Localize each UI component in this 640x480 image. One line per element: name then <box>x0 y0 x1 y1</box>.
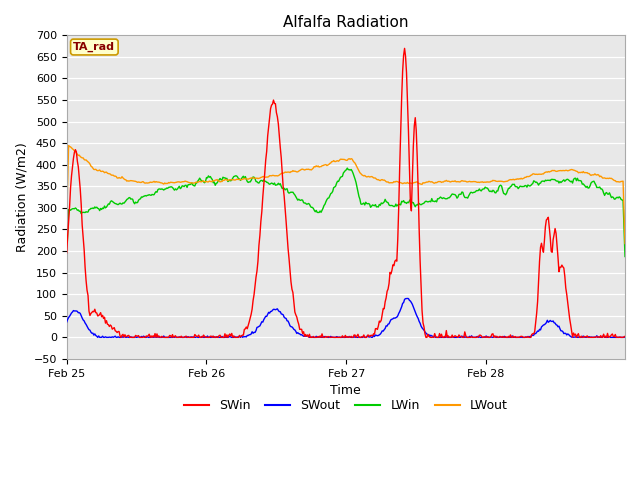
Y-axis label: Radiation (W/m2): Radiation (W/m2) <box>15 142 28 252</box>
X-axis label: Time: Time <box>330 384 361 397</box>
Legend: SWin, SWout, LWin, LWout: SWin, SWout, LWin, LWout <box>179 395 513 418</box>
Title: Alfalfa Radiation: Alfalfa Radiation <box>283 15 408 30</box>
Text: TA_rad: TA_rad <box>74 42 115 52</box>
